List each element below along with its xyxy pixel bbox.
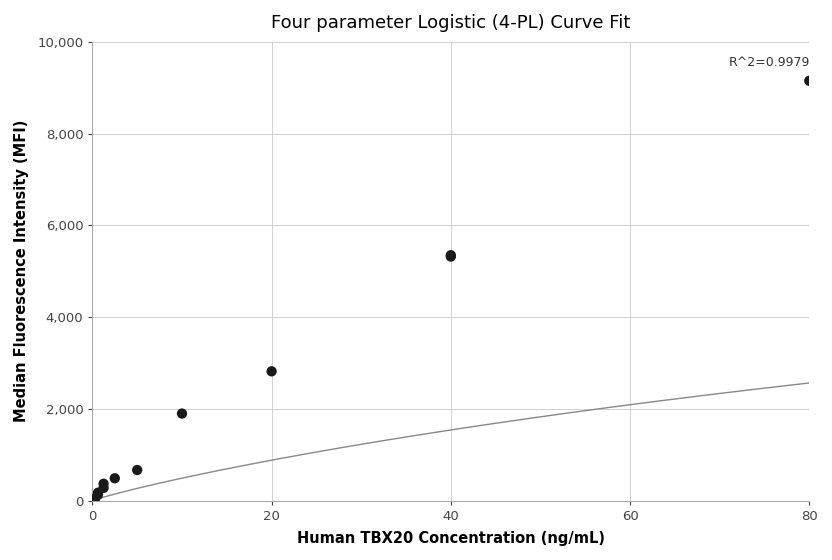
Point bbox=[131, 465, 144, 474]
Point bbox=[265, 367, 278, 376]
Point bbox=[97, 483, 110, 492]
Point bbox=[92, 488, 105, 497]
Point bbox=[108, 474, 121, 483]
Y-axis label: Median Fluorescence Intensity (MFI): Median Fluorescence Intensity (MFI) bbox=[14, 120, 29, 422]
Point bbox=[92, 491, 105, 500]
Text: R^2=0.9979: R^2=0.9979 bbox=[729, 55, 810, 68]
Point bbox=[176, 409, 189, 418]
Title: Four parameter Logistic (4-PL) Curve Fit: Four parameter Logistic (4-PL) Curve Fit bbox=[271, 14, 631, 32]
Point bbox=[88, 494, 102, 503]
Point bbox=[444, 252, 458, 261]
Point bbox=[803, 76, 816, 85]
X-axis label: Human TBX20 Concentration (ng/mL): Human TBX20 Concentration (ng/mL) bbox=[297, 531, 605, 546]
Point bbox=[444, 251, 458, 260]
Point bbox=[97, 479, 110, 488]
